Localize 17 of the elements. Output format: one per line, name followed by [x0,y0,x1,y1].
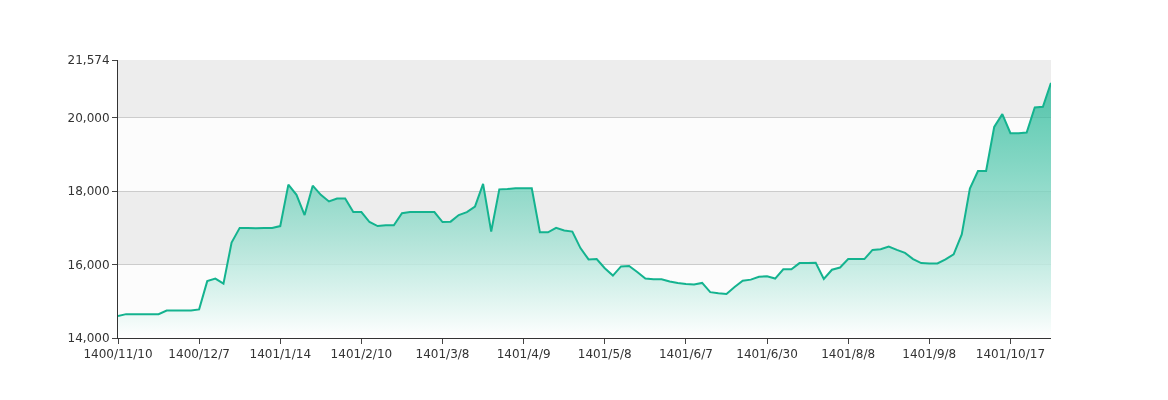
x-tick-label: 1401/10/17 [975,347,1046,362]
x-tick-label: 1401/9/8 [902,347,957,362]
x-tick-label: 1401/1/14 [249,347,312,362]
x-tick-label: 1401/3/8 [415,347,470,362]
x-tick-label: 1401/6/7 [658,347,713,362]
x-tick-label: 1401/6/30 [736,347,798,362]
x-tick-label: 1400/12/7 [168,347,230,362]
y-tick-label: 18,000 [67,184,110,199]
y-tick-label: 16,000 [67,257,110,272]
x-tick-label: 1401/5/8 [577,347,632,362]
x-tick-label: 1401/8/8 [821,347,876,362]
x-tick-label: 1400/11/10 [83,347,153,362]
y-tick-label: 20,000 [67,110,110,125]
x-tick-label: 1401/2/10 [330,347,393,362]
y-tick-label: 21,574 [67,53,110,68]
x-tick-label: 1401/4/9 [496,347,551,362]
y-tick-label: 14,000 [67,331,110,346]
